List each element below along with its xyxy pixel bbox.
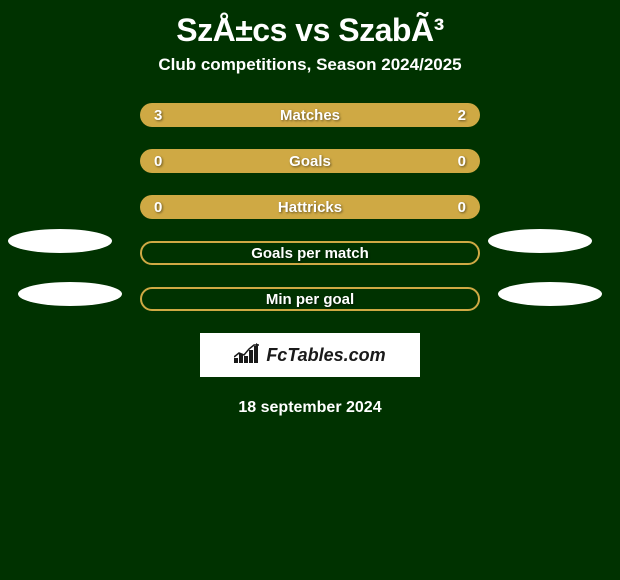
stats-container: 3 Matches 2 0 Goals 0 0 Hattricks 0 Goal… bbox=[0, 103, 620, 311]
stat-label: Goals per match bbox=[251, 245, 369, 262]
stat-right-value: 0 bbox=[458, 199, 466, 216]
logo-content: FcTables.com bbox=[234, 343, 385, 368]
date-text: 18 september 2024 bbox=[0, 399, 620, 417]
stat-label: Goals bbox=[289, 153, 331, 170]
stat-label: Hattricks bbox=[278, 199, 342, 216]
page-title: SzÅ±cs vs SzabÃ³ bbox=[0, 0, 620, 55]
left-ellipse-1 bbox=[8, 229, 112, 253]
stat-row-min-per-goal: Min per goal bbox=[140, 287, 480, 311]
left-ellipse-2 bbox=[18, 282, 122, 306]
stat-label: Min per goal bbox=[266, 291, 354, 308]
stat-label: Matches bbox=[280, 107, 340, 124]
stat-left-value: 0 bbox=[154, 153, 162, 170]
chart-icon bbox=[234, 343, 262, 368]
stat-right-value: 2 bbox=[458, 107, 466, 124]
stat-row-goals: 0 Goals 0 bbox=[140, 149, 480, 173]
subtitle: Club competitions, Season 2024/2025 bbox=[0, 55, 620, 103]
stat-row-hattricks: 0 Hattricks 0 bbox=[140, 195, 480, 219]
logo-box: FcTables.com bbox=[200, 333, 420, 377]
stat-row-goals-per-match: Goals per match bbox=[140, 241, 480, 265]
right-ellipse-2 bbox=[498, 282, 602, 306]
stat-row-matches: 3 Matches 2 bbox=[140, 103, 480, 127]
stat-left-value: 3 bbox=[154, 107, 162, 124]
right-ellipse-1 bbox=[488, 229, 592, 253]
stat-left-value: 0 bbox=[154, 199, 162, 216]
logo-text: FcTables.com bbox=[266, 345, 385, 366]
stat-right-value: 0 bbox=[458, 153, 466, 170]
